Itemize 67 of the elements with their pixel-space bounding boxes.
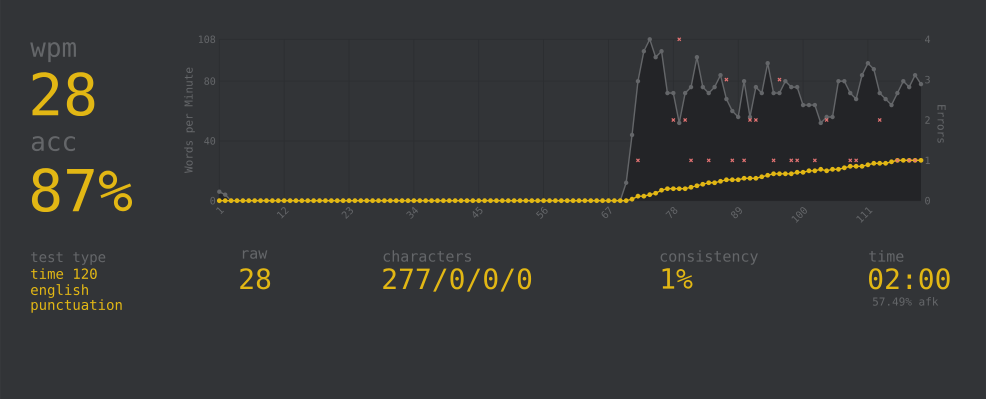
point xyxy=(771,90,776,96)
text: 1% xyxy=(662,268,692,289)
point xyxy=(718,72,723,78)
point xyxy=(806,102,812,108)
point xyxy=(724,77,729,82)
text: english xyxy=(31,284,88,298)
point xyxy=(883,96,888,102)
point xyxy=(748,114,752,120)
point xyxy=(760,90,764,96)
point xyxy=(901,78,906,84)
text: 87% xyxy=(32,168,132,212)
point xyxy=(742,78,746,84)
point xyxy=(730,108,735,114)
point xyxy=(642,49,646,54)
point xyxy=(912,72,918,78)
point xyxy=(636,78,640,84)
point xyxy=(907,84,912,90)
point xyxy=(842,78,847,84)
point xyxy=(665,90,670,96)
point xyxy=(223,192,228,197)
point xyxy=(700,84,706,90)
text: time 120 xyxy=(31,268,97,280)
point xyxy=(878,90,882,96)
point xyxy=(800,102,806,108)
point xyxy=(889,102,894,108)
point xyxy=(694,55,700,60)
point xyxy=(712,84,717,90)
text: punctuation xyxy=(32,299,122,313)
point xyxy=(659,49,664,54)
point xyxy=(630,132,634,138)
point xyxy=(677,120,682,126)
point xyxy=(866,61,870,66)
point xyxy=(217,190,222,194)
point xyxy=(736,114,740,120)
point xyxy=(671,90,676,96)
point xyxy=(682,90,688,96)
point xyxy=(706,90,711,96)
point xyxy=(771,158,776,162)
point xyxy=(872,66,876,72)
point xyxy=(624,180,628,185)
point xyxy=(878,118,882,122)
point xyxy=(812,102,818,108)
point xyxy=(688,84,694,90)
point xyxy=(765,61,770,66)
point xyxy=(836,78,841,84)
point xyxy=(818,120,823,126)
text: 277/0/0/0 xyxy=(383,268,532,292)
point xyxy=(777,90,782,96)
point xyxy=(854,96,858,102)
point xyxy=(648,37,652,42)
point xyxy=(742,158,746,162)
point xyxy=(848,90,852,96)
point xyxy=(895,90,900,96)
text: 28 xyxy=(240,268,270,290)
point xyxy=(830,114,835,120)
point xyxy=(754,84,758,90)
text: 28 xyxy=(32,72,94,116)
point xyxy=(789,84,794,90)
point xyxy=(812,158,818,162)
text: 02:00 xyxy=(869,268,950,290)
point xyxy=(724,96,729,102)
point xyxy=(783,78,788,84)
point xyxy=(824,114,829,120)
point xyxy=(653,55,658,60)
point xyxy=(860,72,864,78)
point xyxy=(794,84,800,90)
point xyxy=(918,82,924,86)
